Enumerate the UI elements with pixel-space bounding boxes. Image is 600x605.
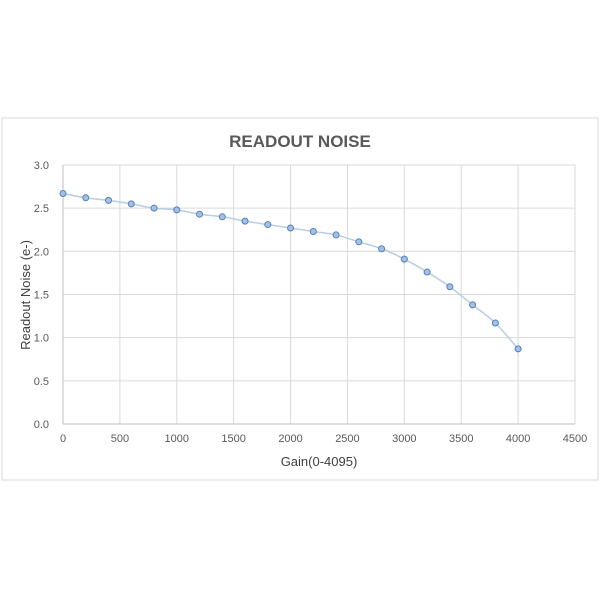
series-markers	[59, 189, 522, 353]
y-tick-label: 0.0	[34, 419, 49, 431]
x-tick-label: 2000	[278, 433, 302, 445]
y-tick-label: 1.5	[34, 290, 49, 302]
data-point	[514, 345, 522, 353]
data-point	[469, 301, 477, 309]
x-tick-label: 3500	[449, 433, 473, 445]
x-tick-label: 4000	[506, 433, 530, 445]
data-point	[173, 206, 181, 214]
y-axis-label: Readout Noise (e-)	[18, 240, 33, 350]
x-tick-label: 4500	[563, 433, 587, 445]
data-point	[332, 231, 340, 239]
data-point	[446, 283, 454, 291]
y-tick-label: 1.0	[34, 333, 49, 345]
data-point	[150, 204, 158, 212]
data-point	[241, 217, 249, 225]
x-tick-label: 3000	[392, 433, 416, 445]
data-point	[196, 210, 204, 218]
data-point	[264, 221, 272, 229]
y-tick-label: 2.5	[34, 203, 49, 215]
x-tick-label: 1000	[165, 433, 189, 445]
data-point	[378, 245, 386, 253]
x-tick-label: 1500	[221, 433, 245, 445]
data-point	[59, 189, 67, 197]
y-tick-label: 3.0	[34, 160, 49, 172]
y-tick-label: 2.0	[34, 246, 49, 258]
data-point	[309, 227, 317, 235]
x-tick-label: 0	[60, 433, 66, 445]
data-point	[82, 194, 90, 202]
x-tick-label: 500	[111, 433, 129, 445]
x-tick-label: 2500	[335, 433, 359, 445]
data-point	[355, 238, 363, 246]
chart-title: READOUT NOISE	[229, 132, 371, 151]
grid	[62, 164, 576, 425]
y-tick-label: 0.5	[34, 376, 49, 388]
data-point	[491, 319, 499, 327]
data-point	[287, 224, 295, 232]
data-point	[218, 213, 226, 221]
data-point	[423, 268, 431, 276]
data-point	[127, 200, 135, 208]
x-axis-label: Gain(0-4095)	[281, 454, 358, 469]
axes: 0.0 0.5 1.0 1.5 2.0 2.5 3.0 0 500 1000 1500 2000 250…	[34, 160, 588, 445]
data-point	[400, 255, 408, 263]
data-point	[105, 196, 113, 204]
